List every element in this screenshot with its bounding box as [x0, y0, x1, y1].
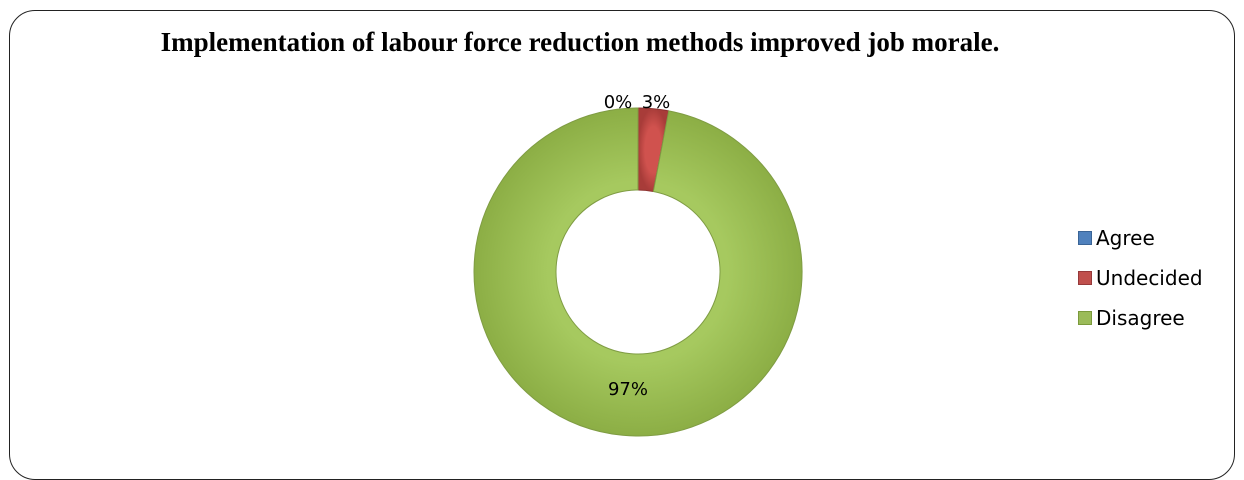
- donut-slice-disagree: [473, 107, 803, 437]
- chart-title: Implementation of labour force reduction…: [160, 27, 1000, 57]
- legend-label-agree: Agree: [1096, 226, 1155, 250]
- legend-label-disagree: Disagree: [1096, 306, 1185, 330]
- legend-swatch-agree: [1078, 231, 1092, 245]
- legend-label-undecided: Undecided: [1096, 266, 1203, 290]
- data-label-undecided: 3%: [642, 92, 671, 113]
- data-label-agree: 0%: [604, 92, 633, 113]
- legend-item-undecided: Undecided: [1078, 258, 1203, 298]
- legend-item-disagree: Disagree: [1078, 298, 1203, 338]
- legend: Agree Undecided Disagree: [1078, 218, 1203, 338]
- donut-chart: 0% 3% 97%: [473, 92, 803, 437]
- legend-item-agree: Agree: [1078, 218, 1203, 258]
- data-label-disagree: 97%: [608, 379, 648, 400]
- legend-swatch-undecided: [1078, 271, 1092, 285]
- legend-swatch-disagree: [1078, 311, 1092, 325]
